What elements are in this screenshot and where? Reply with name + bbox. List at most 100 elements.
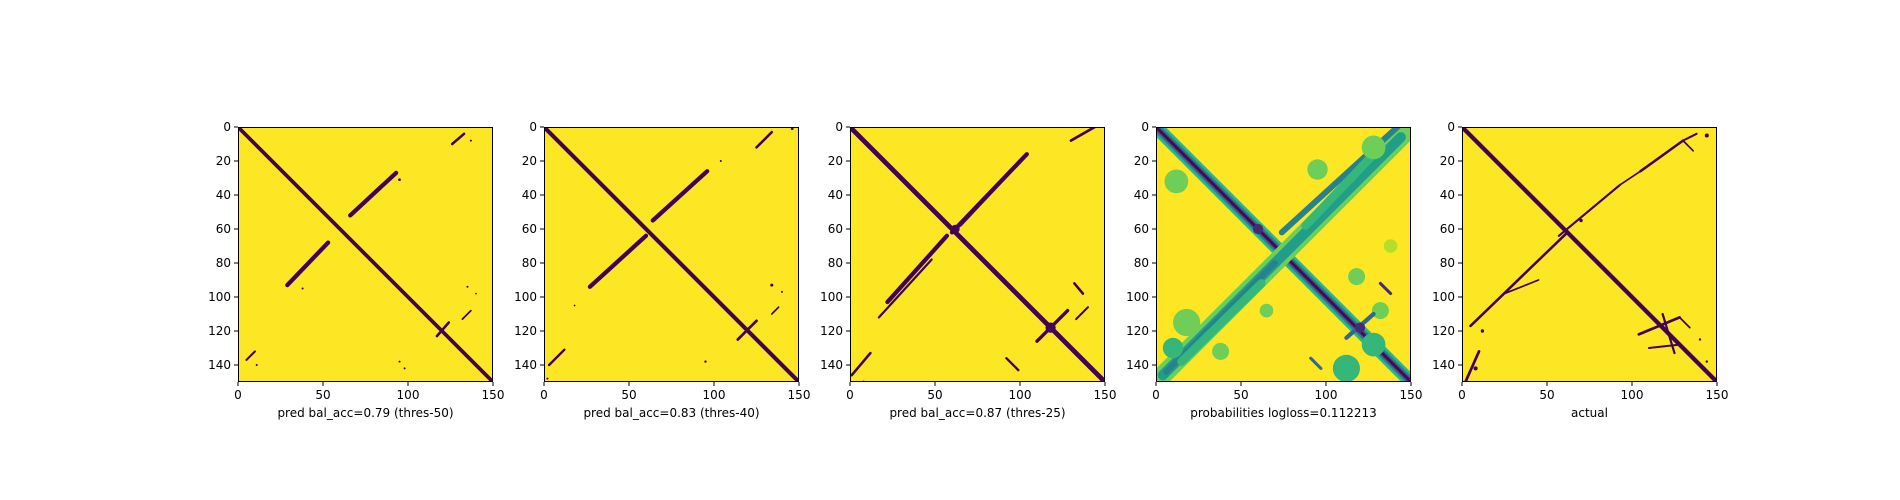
contact-spot-14 xyxy=(573,304,576,307)
contact-band-5 xyxy=(877,258,933,319)
y-tick-label: 60 xyxy=(1134,222,1149,236)
y-tick-label: 60 xyxy=(216,222,231,236)
contact-band-24 xyxy=(1309,356,1323,370)
x-tick-label: 150 xyxy=(788,388,811,402)
contact-spot-12 xyxy=(1307,159,1328,180)
y-tick-label: 120 xyxy=(1126,324,1149,338)
contact-band-2 xyxy=(348,170,399,218)
y-tick-label: 140 xyxy=(820,358,843,372)
contact-band-2 xyxy=(650,169,710,223)
contact-spot-17 xyxy=(1212,342,1230,360)
y-tick-label: 0 xyxy=(223,120,231,134)
x-tick-label: 50 xyxy=(315,388,330,402)
contact-spot-11 xyxy=(1164,169,1189,194)
contact-band-8 xyxy=(850,351,872,377)
contact-band-23 xyxy=(1378,281,1393,296)
x-tick-label: 0 xyxy=(1152,388,1160,402)
contact-band-11 xyxy=(1678,316,1691,329)
y-tick-label: 20 xyxy=(1440,154,1455,168)
contact-spot-20 xyxy=(1348,268,1366,286)
contact-spot-14 xyxy=(1704,133,1709,138)
x-axis-label: pred bal_acc=0.83 (thres-40) xyxy=(583,406,759,420)
contact-band-9 xyxy=(1661,312,1676,355)
y-tick-label: 100 xyxy=(820,290,843,304)
contact-band-6 xyxy=(1469,231,1569,328)
y-tick-label: 80 xyxy=(522,256,537,270)
contact-band-1 xyxy=(238,127,493,382)
contact-spot-10 xyxy=(770,283,774,287)
y-tick-label: 20 xyxy=(522,154,537,168)
x-tick-label: 50 xyxy=(1539,388,1554,402)
contact-spot-9 xyxy=(719,159,722,163)
x-tick-label: 0 xyxy=(1458,388,1466,402)
contact-band-6 xyxy=(547,348,566,367)
contact-spot-14 xyxy=(1173,308,1201,337)
y-tick-label: 60 xyxy=(828,222,843,236)
contact-spot-13 xyxy=(1361,135,1386,160)
y-tick-label: 0 xyxy=(529,120,537,134)
contact-spot-13 xyxy=(403,367,406,370)
contact-band-9 xyxy=(1075,306,1090,321)
x-tick-label: 50 xyxy=(927,388,942,402)
x-tick-label: 0 xyxy=(234,388,242,402)
contact-spot-18 xyxy=(1705,360,1708,363)
contact-spot-10 xyxy=(466,285,469,288)
contact-band-6 xyxy=(245,350,257,361)
y-tick-label: 120 xyxy=(820,324,843,338)
subplot-1: 0 50 100 150 0 20 40 60 80 100 120 140 pred bal_acc=… xyxy=(208,120,504,420)
y-tick-label: 40 xyxy=(828,188,843,202)
y-tick-label: 80 xyxy=(216,256,231,270)
heatmap-image xyxy=(1156,127,1411,382)
x-tick-label: 150 xyxy=(1706,388,1729,402)
contact-spot-15 xyxy=(1473,366,1478,371)
axes-frame xyxy=(850,127,1105,382)
contact-spot-13 xyxy=(1045,322,1056,333)
contact-spot-8 xyxy=(790,127,794,131)
y-tick-label: 140 xyxy=(1432,358,1455,372)
y-tick-label: 140 xyxy=(208,358,231,372)
y-tick-label: 80 xyxy=(1440,256,1455,270)
y-tick-label: 20 xyxy=(1134,154,1149,168)
x-tick-label: 150 xyxy=(1094,388,1117,402)
contact-spot-18 xyxy=(1332,354,1360,382)
y-tick-label: 140 xyxy=(514,358,537,372)
contact-spot-11 xyxy=(475,292,477,295)
heatmap-image xyxy=(238,127,493,382)
x-axis-label: probabilities logloss=0.112213 xyxy=(1190,406,1377,420)
y-tick-label: 0 xyxy=(1141,120,1149,134)
contact-band-10 xyxy=(1301,146,1382,230)
y-tick-label: 40 xyxy=(522,188,537,202)
y-tick-label: 0 xyxy=(835,120,843,134)
contact-band-3 xyxy=(285,240,331,288)
x-tick-label: 0 xyxy=(540,388,548,402)
contact-spot-19 xyxy=(1361,332,1386,357)
contact-band-7 xyxy=(1464,350,1481,382)
contact-band-3 xyxy=(1619,170,1642,186)
contact-band-8 xyxy=(1637,316,1681,336)
contact-band-4 xyxy=(1639,139,1685,173)
contact-spot-16 xyxy=(1259,303,1274,318)
contact-band-4 xyxy=(755,130,774,149)
contact-band-12 xyxy=(1682,139,1695,152)
contact-spot-9 xyxy=(469,139,472,142)
y-tick-label: 20 xyxy=(828,154,843,168)
contact-spot-15 xyxy=(1162,337,1184,359)
contact-band-3 xyxy=(959,170,1013,227)
y-tick-label: 80 xyxy=(1134,256,1149,270)
contact-band-5 xyxy=(435,321,451,338)
contact-spot-12 xyxy=(398,360,401,363)
y-tick-label: 40 xyxy=(1440,188,1455,202)
contact-spot-14 xyxy=(255,363,258,367)
x-tick-label: 100 xyxy=(1315,388,1338,402)
heatmap-image xyxy=(1462,127,1717,382)
contact-band-10 xyxy=(1647,343,1681,350)
x-axis-label: pred bal_acc=0.87 (thres-25) xyxy=(889,406,1065,420)
y-tick-label: 40 xyxy=(216,188,231,202)
axes-frame xyxy=(544,127,799,382)
axes-frame xyxy=(1462,127,1717,382)
y-tick-label: 120 xyxy=(514,324,537,338)
contact-band-7 xyxy=(770,306,780,315)
y-tick-label: 60 xyxy=(522,222,537,236)
contact-spot-19 xyxy=(1579,218,1583,223)
x-axis-label: pred bal_acc=0.79 (thres-50) xyxy=(277,406,453,420)
